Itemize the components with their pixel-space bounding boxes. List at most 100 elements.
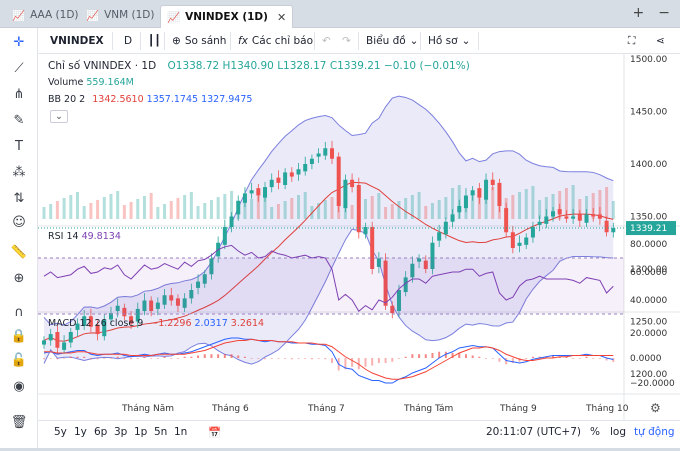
- close-tab-icon[interactable]: ✕: [276, 10, 287, 24]
- candle: [309, 158, 314, 164]
- candle: [410, 263, 415, 278]
- bb-legend: BB 20 2 1342.5610 1357.1745 1327.9475: [48, 94, 253, 105]
- candle: [336, 156, 341, 206]
- macd-histogram-bar: [310, 358, 313, 360]
- candle-type-icon[interactable]: ┃┃: [148, 35, 161, 47]
- range-button-5y[interactable]: 5y: [54, 426, 67, 438]
- volume-bar: [591, 193, 595, 219]
- ruler-icon[interactable]: 📏: [10, 244, 28, 260]
- fullscreen-icon[interactable]: ⛶: [628, 34, 636, 47]
- volume-bar: [605, 187, 609, 219]
- candle: [142, 300, 147, 311]
- chart-area[interactable]: 1500.00 1450.00 1400.00 1350.00 1300.00 1250.…: [38, 54, 680, 448]
- redo-icon[interactable]: ↷: [342, 35, 351, 47]
- emoji-icon[interactable]: ☺: [12, 214, 26, 230]
- interval-button[interactable]: D: [124, 35, 133, 47]
- macd-histogram-bar: [464, 354, 467, 358]
- macd-histogram-bar: [163, 356, 166, 358]
- range-button-6p[interactable]: 6p: [94, 426, 108, 438]
- volume-bar: [276, 204, 280, 219]
- volume-bar: [169, 201, 173, 219]
- collapse-legend-button[interactable]: ⌄: [50, 110, 68, 123]
- tab-label: AAA (1D): [30, 9, 79, 21]
- pattern-icon[interactable]: ⁂: [12, 164, 26, 180]
- tab-vnindex[interactable]: 📈 VNINDEX (1D) ✕: [160, 5, 294, 28]
- candle: [490, 179, 495, 185]
- range-button-1p[interactable]: 1p: [134, 426, 148, 438]
- range-button-3p[interactable]: 3p: [114, 426, 128, 438]
- macd-histogram-bar: [585, 356, 588, 358]
- symbol-search[interactable]: VNINDEX: [50, 35, 104, 47]
- percent-toggle[interactable]: %: [590, 426, 600, 438]
- eye-icon[interactable]: ◉: [13, 378, 25, 394]
- volume-bar: [544, 197, 548, 219]
- indicators-button[interactable]: fx Các chỉ báo: [238, 35, 314, 47]
- macd-histogram-bar: [371, 358, 374, 366]
- compare-button[interactable]: ⊕ So sánh: [172, 35, 227, 47]
- volume-bar: [317, 203, 321, 219]
- candle: [202, 274, 207, 284]
- candle: [591, 214, 596, 217]
- log-toggle[interactable]: log: [610, 426, 627, 438]
- tab-vnm[interactable]: 📈 VNM (1D): [80, 4, 160, 26]
- calendar-icon[interactable]: 📅: [208, 427, 222, 439]
- macd-histogram-bar: [552, 355, 555, 358]
- volume-bar: [129, 202, 133, 219]
- chart-canvas[interactable]: 1500.00 1450.00 1400.00 1350.00 1300.00 1250.…: [38, 54, 680, 448]
- crosshair-icon[interactable]: ✛: [13, 34, 25, 50]
- volume-bar: [477, 193, 481, 219]
- volume-bar: [82, 206, 86, 219]
- price-tick-label: 1250.00: [630, 318, 667, 328]
- prediction-icon[interactable]: ⇅: [13, 190, 25, 206]
- range-button-1n[interactable]: 1n: [174, 426, 188, 438]
- macd-histogram-bar: [150, 358, 153, 359]
- minimize-icon[interactable]: −: [658, 5, 670, 21]
- profile-dropdown[interactable]: Hồ sơ ⌄: [428, 35, 471, 47]
- volume-bar: [471, 196, 475, 219]
- volume-bar: [571, 185, 575, 219]
- macd-histogram-bar: [377, 358, 380, 363]
- trend-line-icon[interactable]: ⟋: [14, 60, 24, 76]
- auto-scale-toggle[interactable]: tự động: [634, 426, 675, 438]
- candle: [236, 200, 241, 215]
- chevron-down-icon: ⌄: [461, 35, 471, 47]
- macd-histogram-bar: [49, 358, 52, 359]
- candle: [484, 179, 489, 200]
- range-button-5n[interactable]: 5n: [154, 426, 168, 438]
- candle: [417, 258, 422, 262]
- price-tick-label: 1450.00: [630, 108, 667, 118]
- add-tab-icon[interactable]: +: [632, 5, 645, 21]
- settings-gear-icon[interactable]: ⚙: [650, 401, 661, 415]
- undo-icon[interactable]: ↶: [322, 35, 331, 47]
- volume-bar: [564, 188, 568, 219]
- brush-icon[interactable]: ✎: [13, 112, 25, 128]
- magnet-icon[interactable]: ∩: [14, 304, 24, 320]
- text-icon[interactable]: T: [15, 138, 23, 154]
- macd-histogram-bar: [156, 358, 159, 359]
- macd-histogram-bar: [424, 354, 427, 358]
- candle: [370, 227, 375, 269]
- chart-type-dropdown[interactable]: Biểu đồ ⌄: [366, 35, 419, 47]
- fib-icon[interactable]: ⋔: [13, 86, 25, 102]
- rsi-tick-label: 80.0000: [630, 240, 667, 250]
- macd-histogram-bar: [89, 358, 92, 360]
- zoom-icon[interactable]: ⊕: [13, 270, 25, 286]
- share-icon[interactable]: ⋖: [656, 35, 665, 47]
- volume-bar: [96, 200, 100, 219]
- bb-middle-line: [43, 181, 614, 342]
- macd-histogram-bar: [290, 358, 293, 360]
- volume-bar: [49, 204, 53, 219]
- range-button-1y[interactable]: 1y: [74, 426, 87, 438]
- candle: [383, 260, 388, 306]
- last-price-badge: [626, 221, 676, 236]
- volume-bar: [223, 194, 227, 219]
- candle: [169, 295, 174, 301]
- volume-bar: [491, 187, 495, 219]
- volume-bar: [611, 201, 615, 219]
- trash-icon[interactable]: 🗑: [10, 414, 28, 430]
- lock-icon[interactable]: 🔒: [10, 328, 28, 344]
- candle: [256, 188, 261, 196]
- macd-histogram-bar: [230, 354, 233, 358]
- lock-drawings-icon[interactable]: 🔓: [10, 352, 28, 368]
- tab-aaa[interactable]: 📈 AAA (1D): [6, 4, 85, 26]
